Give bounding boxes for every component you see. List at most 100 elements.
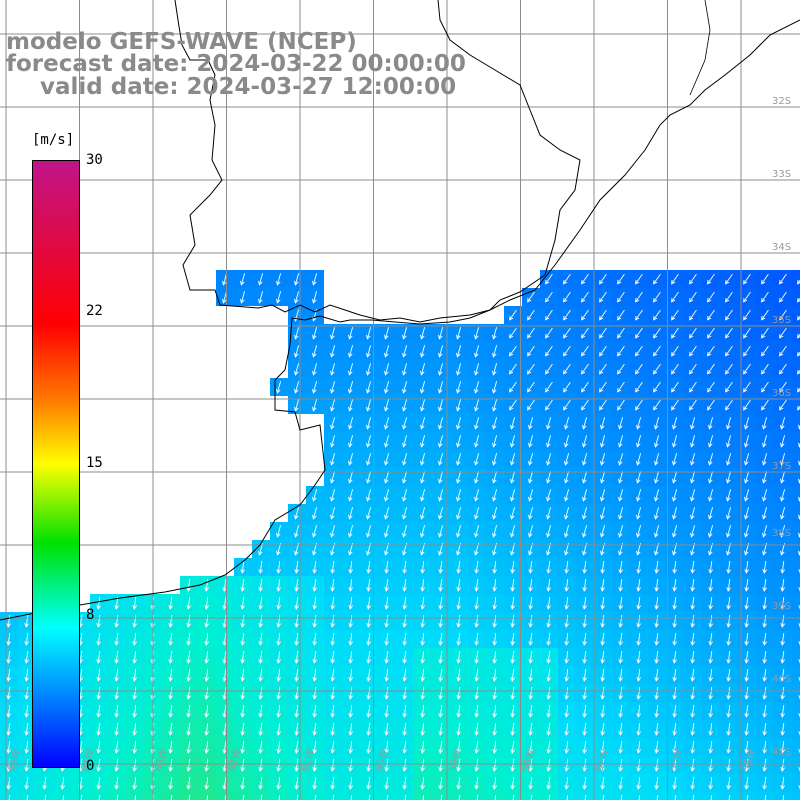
wind-arrow — [708, 633, 713, 646]
wind-arrow — [312, 633, 317, 646]
wind-arrow — [258, 777, 263, 790]
wind-arrow — [24, 687, 29, 700]
wind-arrow — [114, 705, 119, 718]
wind-arrow — [618, 669, 623, 682]
wind-arrow — [546, 471, 552, 484]
wind-arrow — [708, 759, 713, 772]
wind-arrow — [743, 345, 751, 357]
wind-arrow — [726, 489, 732, 502]
wind-arrow — [456, 759, 461, 772]
wind-arrow — [132, 741, 137, 754]
wind-arrow — [582, 615, 587, 628]
wind-arrow — [420, 381, 426, 394]
wind-arrow — [690, 489, 696, 502]
wind-arrow — [744, 417, 750, 430]
wind-arrow — [798, 695, 800, 700]
wind-arrow — [672, 651, 677, 664]
wind-arrow — [456, 327, 462, 340]
wind-arrow — [743, 363, 751, 375]
wind-arrow — [152, 795, 155, 800]
wind-arrow — [330, 723, 335, 736]
wind-arrow — [402, 471, 408, 484]
wind-arrow — [186, 759, 191, 772]
wind-arrow — [24, 633, 29, 646]
wind-arrow — [636, 489, 642, 502]
wind-arrow — [366, 471, 372, 484]
wind-arrow — [222, 705, 227, 718]
wind-arrow — [294, 561, 299, 574]
wind-arrow — [654, 669, 659, 682]
wind-arrow — [492, 363, 498, 376]
wind-cell — [792, 666, 800, 684]
wind-arrow — [672, 687, 677, 700]
wind-arrow — [312, 381, 318, 394]
wind-arrow — [312, 489, 318, 502]
wind-arrow — [204, 741, 209, 754]
wind-arrow — [563, 363, 571, 375]
wind-cell — [324, 792, 342, 800]
wind-arrow — [330, 705, 335, 718]
wind-arrow — [563, 345, 571, 357]
wind-arrow — [206, 795, 209, 800]
wind-arrow — [600, 597, 605, 610]
wind-arrow — [728, 795, 731, 800]
wind-arrow — [276, 723, 281, 736]
wind-arrow — [456, 399, 462, 412]
wind-arrow — [798, 605, 800, 610]
wind-arrow — [672, 597, 677, 610]
wind-arrow — [689, 291, 697, 303]
wind-arrow — [599, 345, 607, 357]
wind-arrow — [26, 795, 29, 800]
wind-arrow — [240, 579, 245, 592]
wind-arrow — [744, 525, 750, 538]
wind-arrow — [762, 687, 767, 700]
wind-arrow — [420, 579, 425, 592]
wind-arrow — [330, 615, 335, 628]
wind-arrow — [474, 327, 480, 340]
wind-arrow — [780, 435, 786, 448]
wind-arrow — [114, 597, 119, 610]
wind-arrow — [780, 633, 785, 646]
wind-arrow — [456, 597, 461, 610]
wind-arrow — [744, 507, 750, 520]
colorbar-tick-8: 8 — [86, 607, 95, 623]
wind-arrow — [527, 381, 535, 393]
wind-arrow — [654, 435, 660, 448]
wind-arrow — [276, 597, 281, 610]
wind-cell — [0, 792, 18, 800]
wind-arrow — [6, 687, 11, 700]
wind-arrow — [654, 651, 659, 664]
latitude-label: 32S — [772, 96, 791, 107]
wind-arrow — [527, 363, 535, 375]
wind-arrow — [545, 381, 553, 393]
wind-arrow — [689, 345, 697, 357]
wind-arrow — [312, 507, 318, 520]
wind-arrow — [438, 723, 443, 736]
wind-arrow — [420, 363, 426, 376]
wind-arrow — [402, 363, 408, 376]
wind-arrow — [582, 561, 587, 574]
wind-arrow — [114, 651, 119, 664]
wind-arrow — [545, 291, 553, 303]
wind-arrow — [546, 507, 552, 520]
wind-arrow — [564, 651, 569, 664]
wind-arrow — [258, 723, 263, 736]
wind-arrow — [294, 273, 300, 286]
wind-arrow — [366, 597, 371, 610]
wind-arrow — [761, 309, 769, 321]
wind-arrow — [762, 489, 768, 502]
wind-arrow — [98, 795, 101, 800]
wind-arrow — [672, 579, 677, 592]
wind-arrow — [96, 597, 101, 610]
wind-arrow — [294, 579, 299, 592]
wind-arrow — [456, 525, 462, 538]
wind-arrow — [564, 705, 569, 718]
wind-arrow — [599, 273, 607, 285]
wind-arrow — [438, 507, 444, 520]
wind-arrow — [780, 489, 786, 502]
wind-arrow — [618, 525, 624, 538]
wind-arrow — [546, 615, 551, 628]
wind-arrow — [474, 651, 479, 664]
wind-arrow — [599, 399, 607, 411]
wind-arrow — [438, 363, 444, 376]
